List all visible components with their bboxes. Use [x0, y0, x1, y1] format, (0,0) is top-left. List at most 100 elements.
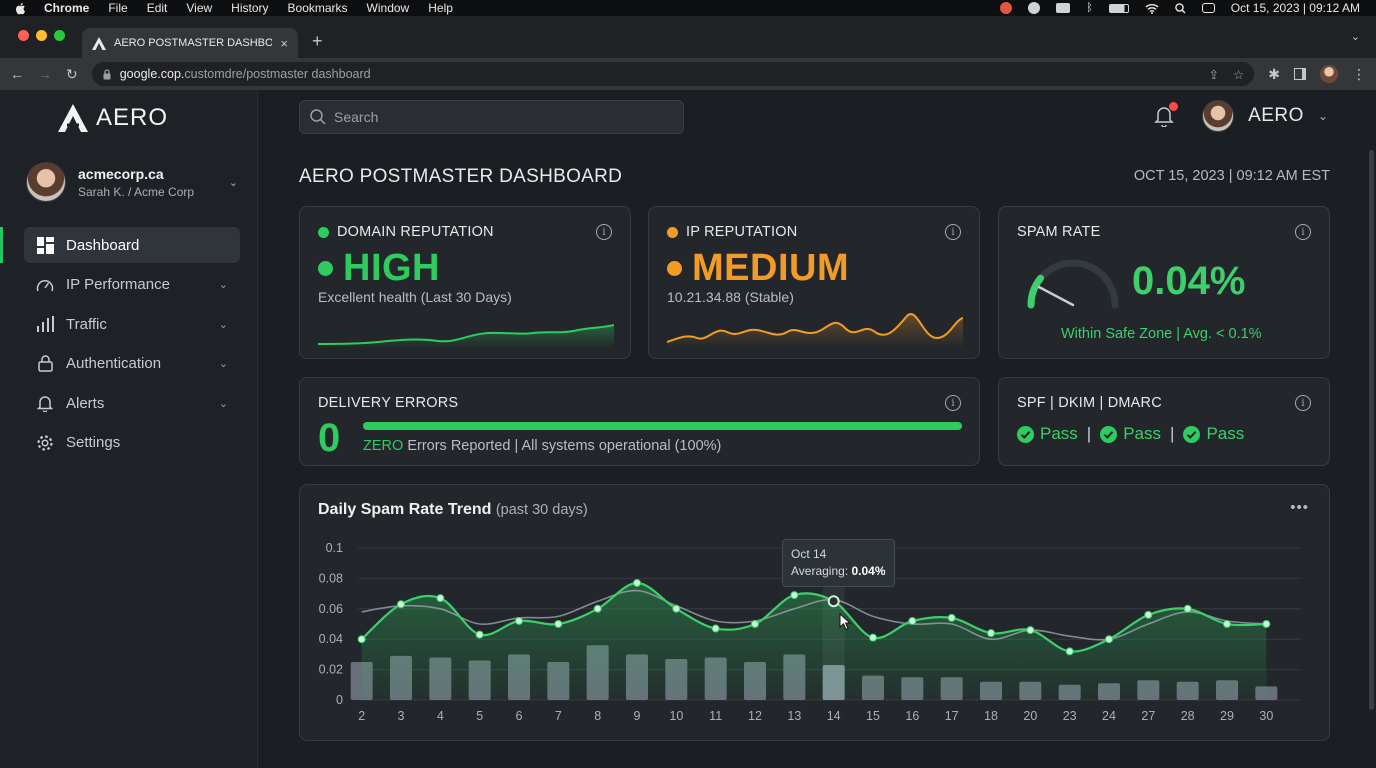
x-tick-label: 16: [905, 709, 919, 723]
notifications-button[interactable]: [1154, 102, 1179, 128]
zero-highlight: ZERO: [363, 438, 404, 454]
chevron-down-icon[interactable]: ⌄: [1317, 109, 1328, 123]
battery-icon[interactable]: [1108, 3, 1129, 13]
search-input[interactable]: Search: [299, 100, 684, 134]
close-window-button[interactable]: [18, 30, 29, 41]
sidebar-item-label: IP Performance: [66, 276, 170, 294]
x-tick-label: 3: [398, 709, 405, 723]
data-point: [593, 604, 602, 613]
sidebar-item-authentication[interactable]: Authentication ⌄: [24, 346, 240, 382]
bluetooth-icon[interactable]: ᛒ: [1086, 2, 1093, 14]
share-icon[interactable]: ⇪: [1208, 67, 1220, 82]
main-content: Search AERO ⌄ AERO POSTMASTER DASHBOARD …: [258, 90, 1376, 768]
apple-icon[interactable]: [14, 2, 26, 15]
sidebar-item-settings[interactable]: Settings: [24, 425, 240, 461]
info-icon[interactable]: i: [1295, 224, 1311, 240]
ip-address-caption: 10.21.34.88 (Stable): [667, 289, 794, 305]
data-point: [633, 578, 641, 587]
y-tick-label: 0.08: [319, 571, 343, 585]
zoom-window-button[interactable]: [54, 30, 65, 41]
extensions-puzzle-icon[interactable]: ✱: [1268, 65, 1280, 82]
menu-app-name[interactable]: Chrome: [44, 1, 90, 15]
menu-history[interactable]: History: [231, 1, 269, 15]
chevron-down-icon[interactable]: ⌄: [218, 279, 228, 292]
menu-view[interactable]: View: [186, 1, 213, 15]
sidebar-item-label: Settings: [66, 434, 121, 452]
chevron-down-icon[interactable]: ⌄: [218, 358, 228, 371]
spam-rate-value: 0.04%: [1132, 259, 1246, 303]
address-bar[interactable]: google.cop.customdre/postmaster dashboar…: [91, 62, 1255, 86]
browser-tab-active[interactable]: AERO POSTMASTER DASHBOARD ×: [82, 28, 298, 58]
info-icon[interactable]: i: [1295, 395, 1311, 411]
site-info-icon[interactable]: [102, 68, 112, 80]
side-panel-icon[interactable]: [1294, 68, 1306, 80]
errors-caption-text: Errors Reported | All systems operationa…: [407, 438, 722, 454]
notification-badge: [1169, 102, 1179, 111]
control-center-icon[interactable]: [1201, 3, 1215, 13]
check-circle-icon: [1183, 425, 1201, 443]
user-name[interactable]: AERO: [1248, 105, 1304, 126]
scrollbar[interactable]: [1369, 150, 1374, 710]
bookmark-star-icon[interactable]: ☆: [1233, 67, 1245, 82]
minimize-window-button[interactable]: [36, 30, 47, 41]
x-tick-label: 13: [787, 709, 801, 723]
close-tab-icon[interactable]: ×: [280, 35, 288, 51]
user-avatar[interactable]: [1202, 100, 1235, 132]
browser-profile-avatar[interactable]: [1320, 65, 1338, 83]
delivery-errors-caption: ZERO Errors Reported | All systems opera…: [363, 438, 721, 454]
display-icon[interactable]: [1056, 3, 1071, 13]
bell-icon: [36, 394, 54, 412]
chevron-down-icon[interactable]: ⌄: [218, 318, 228, 331]
chart-tooltip: Oct 14 Averaging: 0.04%: [782, 539, 895, 587]
aero-favicon-icon: [92, 36, 106, 50]
spotlight-search-icon[interactable]: [1174, 2, 1186, 14]
wifi-icon[interactable]: [1145, 3, 1159, 14]
x-tick-label: 20: [1023, 709, 1037, 723]
new-tab-button[interactable]: +: [312, 31, 323, 51]
page-title: AERO POSTMASTER DASHBOARD: [299, 166, 623, 187]
spam-trend-chart-card: Daily Spam Rate Trend (past 30 days) •••…: [299, 484, 1330, 741]
x-tick-label: 28: [1181, 709, 1195, 723]
forward-arrow-icon[interactable]: →: [38, 66, 52, 82]
aero-logo[interactable]: AERO: [58, 104, 168, 132]
back-arrow-icon[interactable]: ←: [10, 66, 24, 82]
info-icon[interactable]: i: [945, 395, 961, 411]
chrome-menu-icon[interactable]: ⋮: [1352, 65, 1366, 82]
y-tick-label: 0.06: [319, 602, 343, 616]
chevron-down-icon[interactable]: ⌄: [218, 397, 228, 410]
vpn-status-icon[interactable]: [1000, 2, 1013, 14]
data-point: [436, 594, 445, 603]
sidebar-item-alerts[interactable]: Alerts ⌄: [24, 385, 240, 421]
menu-help[interactable]: Help: [428, 1, 453, 15]
account-switcher[interactable]: acmecorp.ca Sarah K. / Acme Corp ⌄: [26, 162, 238, 202]
menu-edit[interactable]: Edit: [146, 1, 168, 15]
sidebar-item-traffic[interactable]: Traffic ⌄: [24, 306, 240, 342]
card-header: IP REPUTATION: [667, 224, 797, 240]
menu-window[interactable]: Window: [366, 1, 410, 15]
data-point: [357, 635, 366, 644]
more-options-icon[interactable]: •••: [1290, 499, 1309, 516]
tooltip-label: Averaging:: [791, 564, 849, 578]
card-header: DELIVERY ERRORS: [318, 395, 458, 411]
data-point: [1026, 626, 1035, 635]
menu-file[interactable]: File: [108, 1, 128, 15]
separator: |: [1086, 424, 1092, 443]
chevron-down-icon[interactable]: ⌄: [228, 176, 238, 189]
info-icon[interactable]: i: [596, 224, 612, 240]
browser-tab-strip: AERO POSTMASTER DASHBOARD × + ⌄: [0, 16, 1376, 58]
sidebar-item-dashboard[interactable]: Dashboard: [0, 227, 240, 263]
card-header: SPAM RATE: [1017, 224, 1100, 240]
extension-status-icon[interactable]: [1028, 2, 1041, 14]
tab-search-chevron-icon[interactable]: ⌄: [1350, 31, 1360, 43]
info-icon[interactable]: i: [945, 224, 961, 240]
menubar-clock[interactable]: Oct 15, 2023 | 09:12 AM: [1230, 1, 1360, 15]
card-header: SPF | DKIM | DMARC: [1017, 395, 1162, 411]
dmarc-status: Pass: [1206, 424, 1245, 443]
sidebar-item-ip-performance[interactable]: IP Performance ⌄: [24, 267, 240, 303]
menu-bookmarks[interactable]: Bookmarks: [287, 1, 348, 15]
reload-icon[interactable]: ↻: [66, 65, 78, 82]
data-point: [1262, 620, 1271, 628]
y-tick-label: 0.04: [319, 632, 343, 646]
data-point: [987, 629, 995, 638]
